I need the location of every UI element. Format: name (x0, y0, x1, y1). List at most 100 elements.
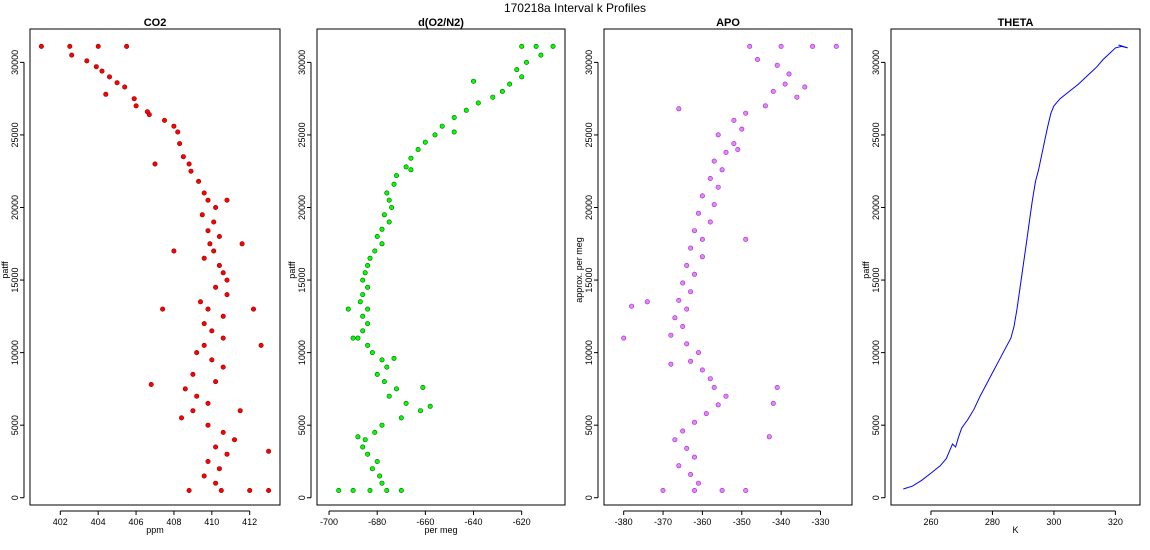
co2-data-point (171, 248, 177, 254)
apo-data-point (743, 110, 749, 116)
apo-data-point (676, 297, 682, 303)
co2-data-point (224, 197, 230, 203)
figure-title: 170218a Interval k Profiles (504, 1, 646, 15)
co2-data-point (114, 80, 120, 86)
o2n2-data-point (415, 147, 421, 153)
co2-x-tick-label: 406 (129, 517, 144, 527)
apo-plot-box (603, 28, 853, 506)
o2n2-y-tick-label: 5000 (297, 415, 307, 435)
o2n2-data-point (350, 487, 356, 493)
o2n2-data-point (514, 67, 520, 73)
co2-data-point (266, 487, 272, 493)
apo-y-tick-label: 5000 (584, 415, 594, 435)
o2n2-data-point (336, 487, 342, 493)
o2n2-data-point (391, 355, 397, 361)
apo-y-tick-label: 15000 (584, 268, 594, 293)
o2n2-data-point (422, 139, 428, 145)
o2n2-data-point (367, 487, 373, 493)
apo-y-tick-label: 30000 (584, 50, 594, 75)
co2-data-point (220, 270, 226, 276)
o2n2-data-point (391, 181, 397, 187)
co2-data-point (205, 400, 211, 406)
apo-data-point (621, 335, 627, 341)
theta-y-tick-label: 20000 (871, 195, 881, 220)
co2-x-tick-label: 412 (242, 517, 257, 527)
co2-data-point (205, 422, 211, 428)
o2n2-data-point (360, 328, 366, 334)
co2-data-point (232, 437, 238, 443)
apo-data-point (743, 236, 749, 242)
apo-data-point (833, 43, 839, 49)
co2-data-point (107, 74, 113, 80)
apo-data-point (703, 411, 709, 417)
apo-data-point (735, 147, 741, 153)
o2n2-x-tick-label: -700 (320, 517, 338, 527)
apo-data-point (680, 280, 686, 286)
o2n2-y-axis-label: patff (287, 261, 297, 279)
co2-y-tick-label: 25000 (10, 122, 20, 147)
apo-data-point (711, 202, 717, 208)
co2-data-point (144, 109, 150, 115)
o2n2-x-axis-label: per meg (424, 525, 457, 535)
o2n2-data-point (403, 164, 409, 170)
apo-data-point (719, 167, 725, 173)
apo-data-point (684, 341, 690, 347)
apo-y-tick-label: 10000 (584, 340, 594, 365)
apo-data-point (691, 271, 697, 277)
o2n2-x-tick-label: -660 (416, 517, 434, 527)
co2-data-point (124, 43, 130, 49)
apo-data-point (715, 184, 721, 190)
theta-x-tick-label: 300 (1046, 517, 1061, 527)
co2-data-point (239, 241, 245, 247)
co2-data-point (201, 255, 207, 261)
co2-y-tick-label: 5000 (10, 415, 20, 435)
o2n2-data-point (519, 74, 525, 80)
o2n2-data-point (350, 335, 356, 341)
o2n2-plot-box (316, 28, 566, 506)
o2n2-data-point (538, 52, 544, 58)
apo-y-tick-label: 25000 (584, 122, 594, 147)
apo-data-point (688, 289, 694, 295)
o2n2-data-point (408, 155, 414, 161)
apo-data-point (695, 210, 701, 216)
apo-data-point (786, 71, 792, 77)
apo-data-point (711, 158, 717, 164)
co2-data-point (220, 364, 226, 370)
co2-data-point (177, 141, 183, 147)
apo-data-point (684, 262, 690, 268)
o2n2-data-point (398, 487, 404, 493)
apo-data-point (719, 487, 725, 493)
co2-data-point (216, 234, 222, 240)
co2-data-point (103, 91, 109, 97)
apo-data-point (782, 81, 788, 87)
o2n2-panel: d(O2/N2) -700 -680 -660 -640 -620 per meg 0 5000… (287, 17, 566, 535)
o2n2-y-tick-label: 25000 (297, 122, 307, 147)
apo-data-point (668, 332, 674, 338)
apo-data-point (680, 428, 686, 434)
o2n2-data-point (365, 451, 371, 457)
o2n2-data-point (384, 190, 390, 196)
o2n2-data-point (365, 262, 371, 268)
co2-data-point (38, 43, 44, 49)
apo-data-point (629, 303, 635, 309)
apo-data-point (699, 236, 705, 242)
co2-data-point (196, 178, 202, 184)
theta-y-tick-label: 10000 (871, 340, 881, 365)
co2-y-tick-label: 10000 (10, 340, 20, 365)
co2-x-tick-label: 404 (91, 517, 106, 527)
theta-title: THETA (998, 17, 1034, 29)
theta-x-axis-label: K (1012, 525, 1018, 535)
o2n2-data-point (386, 393, 392, 399)
o2n2-data-point (384, 487, 390, 493)
o2n2-data-point (499, 88, 505, 94)
theta-x-tick-label: 280 (985, 517, 1000, 527)
co2-data-point (180, 154, 186, 160)
o2n2-data-point (384, 364, 390, 370)
apo-data-point (802, 84, 808, 90)
o2n2-data-point (386, 219, 392, 225)
apo-x-tick-label: -360 (693, 517, 711, 527)
theta-panel: THETA 260 280 300 320 K 0 5000 10000 15000 20000 25… (861, 17, 1141, 535)
o2n2-y-tick-label: 10000 (297, 340, 307, 365)
co2-data-point (247, 487, 253, 493)
o2n2-data-point (360, 313, 366, 319)
